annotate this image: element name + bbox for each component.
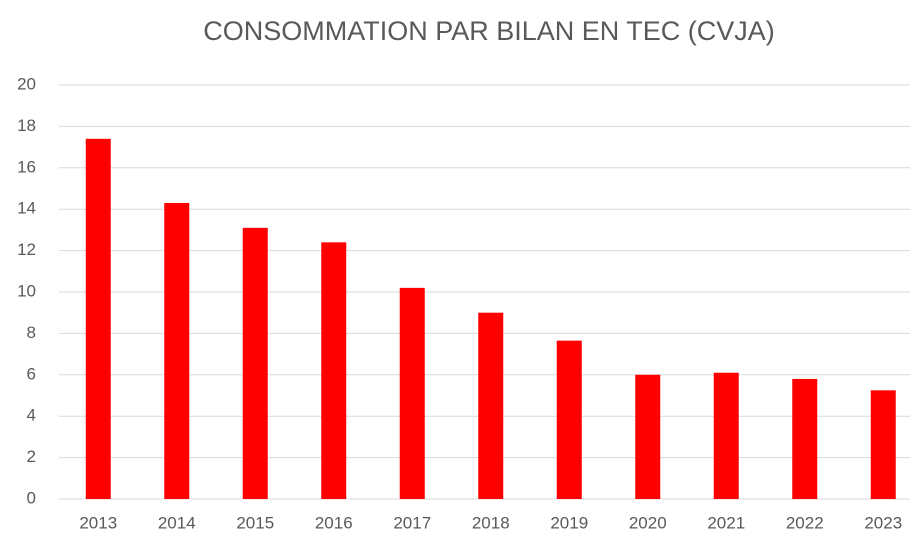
y-tick-label: 2: [27, 447, 36, 466]
y-tick-label: 20: [17, 74, 36, 93]
bar: [85, 138, 111, 499]
bar: [478, 312, 504, 499]
x-tick-label: 2021: [707, 513, 745, 532]
x-tick-label: 2019: [550, 513, 588, 532]
y-tick-label: 14: [17, 199, 36, 218]
x-tick-label: 2015: [236, 513, 274, 532]
x-tick-label: 2018: [472, 513, 510, 532]
x-tick-label: 2020: [629, 513, 667, 532]
x-tick-label: 2022: [786, 513, 824, 532]
y-tick-label: 6: [27, 364, 36, 383]
x-tick-label: 2017: [393, 513, 431, 532]
bar: [242, 227, 268, 499]
y-tick-label: 10: [17, 281, 36, 300]
bar: [713, 372, 739, 499]
chart-title: CONSOMMATION PAR BILAN EN TEC (CVJA): [203, 16, 775, 46]
x-tick-label: 2023: [864, 513, 902, 532]
y-tick-label: 0: [27, 488, 36, 507]
bar: [556, 340, 582, 499]
y-tick-label: 8: [27, 323, 36, 342]
x-tick-label: 2016: [315, 513, 353, 532]
bar: [870, 390, 896, 499]
bar: [321, 242, 347, 499]
bar: [792, 378, 818, 499]
y-tick-label: 4: [27, 406, 36, 425]
x-tick-label: 2014: [158, 513, 196, 532]
y-tick-label: 18: [17, 116, 36, 135]
bar: [635, 374, 661, 499]
bar: [164, 202, 190, 500]
x-tick-label: 2013: [79, 513, 117, 532]
y-tick-label: 12: [17, 240, 36, 259]
bar: [399, 287, 425, 499]
y-tick-label: 16: [17, 157, 36, 176]
